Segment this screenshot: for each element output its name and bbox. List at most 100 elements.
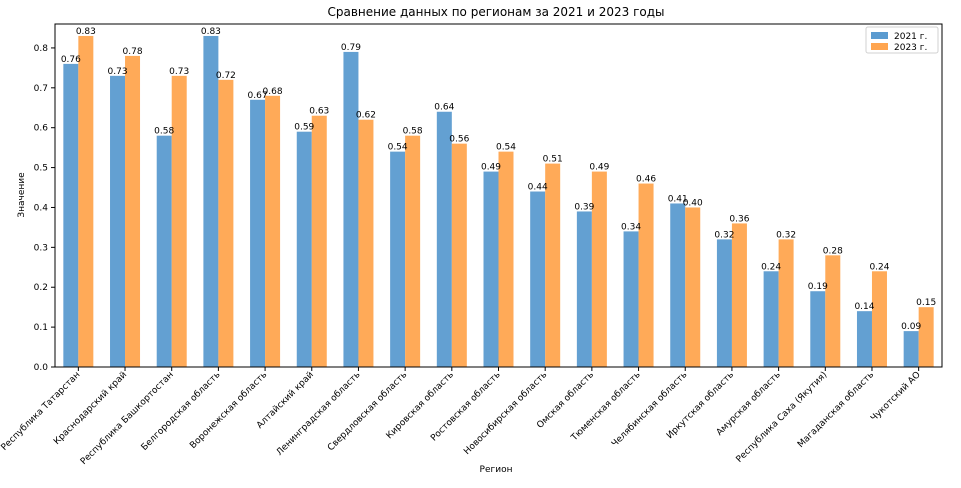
bar-value-label: 0.49 [481,163,501,173]
bar-value-label: 0.24 [869,262,889,272]
bar-value-label: 0.15 [916,298,936,308]
x-tick-label: Республика Башкортостан [79,370,176,467]
chart-title: Сравнение данных по регионам за 2021 и 2… [327,5,664,19]
legend: 2021 г.2023 г. [865,26,939,54]
y-tick-label: 0.2 [34,283,48,293]
y-tick-label: 0.4 [34,203,49,213]
bar-value-label: 0.09 [901,322,921,332]
x-tick-label: Республика Татарстан [0,370,83,453]
bar-value-label: 0.83 [201,27,221,37]
y-axis-label: Значение [17,172,27,218]
x-tick-label: Новосибирская область [462,370,549,457]
bar-2021 [156,135,172,367]
bar-2021 [623,231,639,367]
bars-group [63,35,934,368]
bar-2023 [125,55,141,367]
bar-value-label: 0.67 [248,91,268,101]
bar-value-label: 0.54 [496,143,516,153]
bar-value-label: 0.39 [574,202,594,212]
bar-value-label: 0.68 [263,87,283,97]
bar-2023 [545,163,561,367]
y-tick-label: 0.7 [34,84,48,94]
bar-2023 [265,95,281,367]
legend-swatch [871,43,888,50]
x-tick-label: Воронежская область [188,370,269,451]
bar-value-label: 0.54 [388,143,408,153]
bar-2023 [451,143,467,367]
bar-2021 [296,131,312,367]
bar-2021 [343,51,359,367]
bar-value-label: 0.76 [61,55,81,65]
bar-value-label: 0.40 [683,198,703,208]
bar-value-label: 0.73 [108,67,128,77]
bar-value-label: 0.36 [729,214,749,224]
x-tick-label: Магаданская область [796,370,876,450]
bar-value-label: 0.32 [776,230,796,240]
bar-2023 [638,183,654,367]
bar-2021 [483,171,499,367]
bar-2021 [763,271,779,367]
bar-value-label: 0.64 [434,103,454,113]
bar-2023 [78,35,94,367]
bar-2021 [856,311,872,367]
bar-2023 [685,207,701,367]
x-tick-label: Республика Саха (Якутия) [735,370,830,465]
x-tick-label: Белгородская область [140,370,223,453]
bar-value-label: 0.79 [341,43,361,53]
bar-2023 [405,135,421,367]
bar-2021 [670,203,686,367]
y-tick-label: 0.0 [34,363,49,373]
bar-2021 [110,75,126,367]
bar-2021 [530,191,546,367]
x-tick-label: Ленинградская область [275,370,363,458]
bar-2021 [810,291,826,367]
bar-2021 [203,35,219,367]
bar-value-label: 0.58 [154,127,174,137]
bar-value-label: 0.46 [636,175,656,185]
bar-value-label: 0.24 [761,262,781,272]
bar-labels-group: 0.76 0.73 0.58 0.83 0.67 0.59 0.79 0.54 0.64 0.49… [61,27,936,332]
bar-2023 [591,171,607,367]
bar-value-label: 0.34 [621,222,641,232]
bar-value-label: 0.14 [854,302,874,312]
bar-value-label: 0.41 [668,194,688,204]
bar-value-label: 0.49 [589,163,609,173]
y-tick-label: 0.1 [34,323,48,333]
bar-2021 [576,211,592,367]
bar-2023 [358,119,374,367]
bar-2023 [871,271,887,367]
y-tick-label: 0.6 [34,124,49,134]
bar-2023 [218,79,234,367]
legend-label: 2023 г. [894,43,927,53]
bar-2021 [903,331,919,367]
legend-label: 2021 г. [894,32,927,42]
bar-2023 [918,307,934,367]
bar-value-label: 0.72 [216,71,236,81]
bar-2023 [311,115,327,367]
legend-swatch [871,32,888,39]
x-axis-label: Регион [480,465,513,475]
bar-value-label: 0.32 [714,230,734,240]
bar-2023 [731,223,747,367]
bar-2023 [498,151,514,367]
bar-value-label: 0.28 [823,246,843,256]
x-tick-label: Свердловская область [326,370,409,453]
y-tick-label: 0.3 [34,243,48,253]
plot-frame [54,23,943,368]
x-tick-label: Чукотский АО [869,370,923,424]
bar-value-label: 0.56 [449,135,469,145]
bar-value-label: 0.73 [169,67,189,77]
y-axis: 0.0 0.1 0.2 0.3 0.4 0.5 0.6 0.7 0.8 [34,44,55,373]
bar-value-label: 0.19 [808,282,828,292]
bar-2021 [436,111,452,367]
x-tick-label: Челябинская область [610,370,689,449]
bar-2023 [825,255,841,367]
bar-value-label: 0.62 [356,111,376,121]
bar-2023 [171,75,187,367]
bar-2021 [250,99,266,368]
bar-2021 [63,63,79,367]
bar-value-label: 0.78 [123,47,143,57]
